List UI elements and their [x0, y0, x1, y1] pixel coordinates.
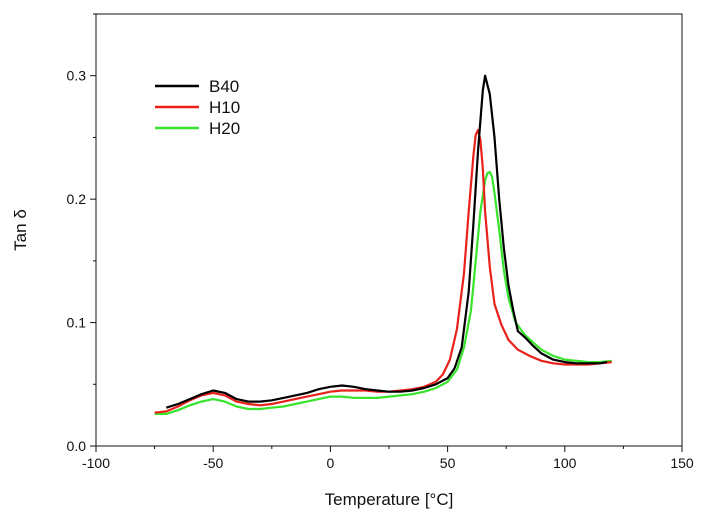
series-line-h20: [154, 170, 612, 415]
legend-label-h10: H10: [209, 98, 240, 117]
ticks-layer: -100 -50 0 50 100 150 0.0 0.1 0.2 0.3: [67, 13, 694, 471]
plot-frame: [95, 13, 683, 447]
x-tick-label: 100: [553, 455, 577, 471]
x-tick-label: -50: [203, 455, 223, 471]
legend: B40 H10 H20: [155, 77, 240, 138]
y-tick-label: 0.1: [67, 315, 87, 331]
series-line-h10: [154, 128, 612, 414]
x-tick-label: 50: [440, 455, 456, 471]
y-tick-label: 0.2: [67, 191, 87, 207]
x-tick-label: -100: [82, 455, 110, 471]
x-tick-label: 0: [327, 455, 335, 471]
series-layer: [154, 74, 612, 415]
legend-label-h20: H20: [209, 119, 240, 138]
x-tick-label: 150: [670, 455, 694, 471]
y-tick-label: 0.3: [67, 68, 87, 84]
legend-label-b40: B40: [209, 77, 239, 96]
y-tick-label: 0.0: [67, 438, 87, 454]
y-axis-title: Tan δ: [11, 209, 30, 251]
series-line-b40: [165, 74, 608, 409]
x-axis-title: Temperature [°C]: [325, 490, 454, 509]
